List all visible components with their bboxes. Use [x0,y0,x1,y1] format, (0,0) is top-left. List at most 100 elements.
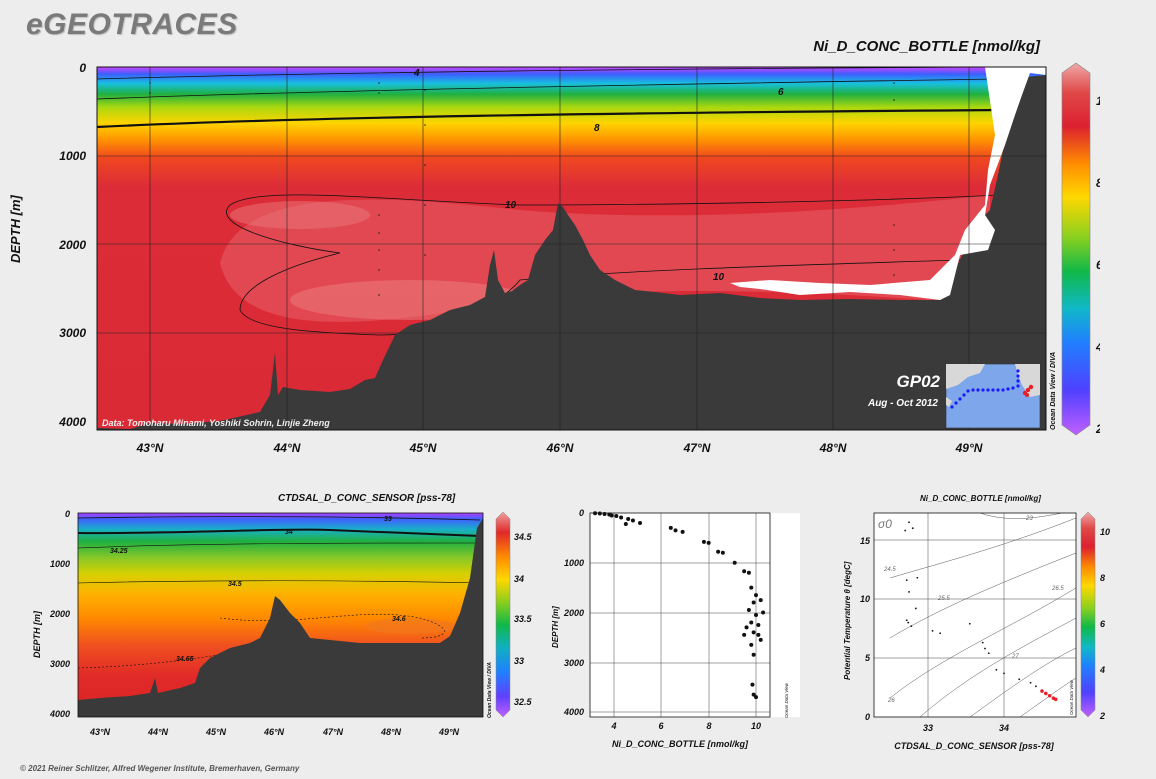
sal-y-tick: 1000 [50,559,70,569]
profile-point [761,610,766,615]
ts-colorbar-tick: 10 [1100,527,1110,537]
density-label: σ0 [878,517,892,531]
ts-point [987,652,990,655]
main-watermark: Ocean Data View / DIVA [1050,352,1057,430]
sal-contour-label: 34.65 [176,656,194,663]
profile-y-tick: 3000 [564,658,584,668]
ts-point [1047,693,1052,698]
main-section-plot: 4 6 8 10 10 Data: Tomoharu Minami, Yoshi… [8,61,1100,455]
main-y-tick: 0 [79,61,86,75]
profile-point [751,692,756,697]
ts-x-tick: 33 [923,723,933,733]
profile-point [706,540,711,545]
profile-point [756,632,761,637]
ts-point [904,529,907,532]
sal-y-tick: 2000 [49,609,70,619]
profile-y-tick: 2000 [563,608,584,618]
salinity-watermark: Ocean Data View / DIVA [487,662,493,718]
profile-point [732,560,737,565]
ts-colorbar-tick: 4 [1099,665,1105,675]
sal-x-tick: 46°N [263,727,285,737]
ts-point [905,619,908,622]
profile-point [630,518,635,523]
ts-point [1044,691,1048,696]
sal-contour-label: 34.5 [228,581,242,588]
profile-point [750,682,755,687]
ts-point [931,629,934,632]
ts-point [914,607,917,610]
ts-y-tick: 0 [865,712,870,722]
ts-point [908,521,910,524]
profile-points [593,511,766,700]
sal-x-tick: 43°N [89,727,111,737]
profile-point [751,652,756,657]
profile-point [716,549,721,554]
copyright-notice: © 2021 Reiner Schlitzer, Alfred Wegener … [20,764,300,773]
sal-x-tick: 45°N [205,727,227,737]
ts-point [1040,689,1044,693]
isopycnal-label: 24.5 [883,567,896,573]
profile-point [746,570,751,575]
profile-point [754,612,758,617]
salinity-title: CTDSAL_D_CONC_SENSOR [pss-78] [278,493,456,504]
isopycnal-label: 26.5 [1051,586,1064,592]
main-x-tick: 43°N [136,441,164,455]
sal-y-tick: 0 [65,509,70,519]
main-colorbar-tick: 4 [1095,340,1100,354]
profile-point [749,585,754,590]
sal-x-tick: 48°N [380,727,402,737]
ts-diagram-plot: σ0 23 24.5 25.5 26.5 27 26 Ni_D_CONC_BOT… [843,494,1110,751]
profile-point [619,515,624,520]
salinity-y-axis-label: DEPTH [m] [32,610,42,658]
ts-point [984,647,986,650]
profile-point [602,511,607,516]
ts-point [1035,685,1037,688]
ts-point [981,641,984,644]
main-x-tick: 48°N [819,441,847,455]
main-colorbar-tick: 8 [1096,176,1100,190]
ts-point [939,632,942,635]
profile-watermark: Ocean Data View [784,682,789,718]
ts-point [1029,681,1032,684]
profile-point [701,539,706,544]
contour-label: 6 [778,87,784,98]
sal-x-tick: 49°N [438,727,460,737]
main-x-tick: 45°N [409,441,437,455]
main-x-tick: 47°N [683,441,711,455]
main-colorbar-tick: 10 [1096,94,1100,108]
salinity-bathymetry [78,518,483,717]
profile-point [673,528,678,533]
ts-y-tick: 5 [865,653,871,663]
ts-point [910,625,913,628]
ts-x-axis-label: CTDSAL_D_CONC_SENSOR [pss-78] [894,741,1055,751]
profile-point [609,513,614,518]
profile-point [742,569,747,574]
isopycnal-label: 25.5 [937,596,950,602]
profile-point [742,632,747,637]
sal-contour-label: 34.6 [392,616,406,623]
main-chart-title: Ni_D_CONC_BOTTLE [nmol/kg] [813,38,1040,55]
profile-x-tick: 8 [706,721,711,731]
ts-title: Ni_D_CONC_BOTTLE [nmol/kg] [920,494,1041,503]
sal-contour-label: 34 [285,529,293,536]
ts-point [995,668,998,671]
profile-point [749,620,754,625]
ts-colorbar-tick: 2 [1099,711,1105,721]
profile-point [756,622,761,627]
profile-point [668,525,673,530]
profile-point [758,598,763,603]
isopycnal-label: 26 [887,698,895,704]
main-colorbar [1061,62,1091,436]
ts-point [968,622,971,625]
profile-point [749,642,754,647]
ni-profile-plot: 0 1000 2000 3000 4000 4 6 8 10 Ni_D_CONC… [551,508,800,749]
profile-x-tick: 4 [610,721,616,731]
contour-label: 4 [413,68,420,79]
profile-point [754,593,758,598]
inset-date: Aug - Oct 2012 [867,398,938,409]
sal-x-tick: 44°N [147,727,169,737]
sal-colorbar-tick: 32.5 [514,697,533,707]
main-y-tick: 2000 [58,238,86,252]
brand-logo: eGEOTRACES [26,8,238,41]
isopycnal-label: 23 [1025,516,1033,522]
